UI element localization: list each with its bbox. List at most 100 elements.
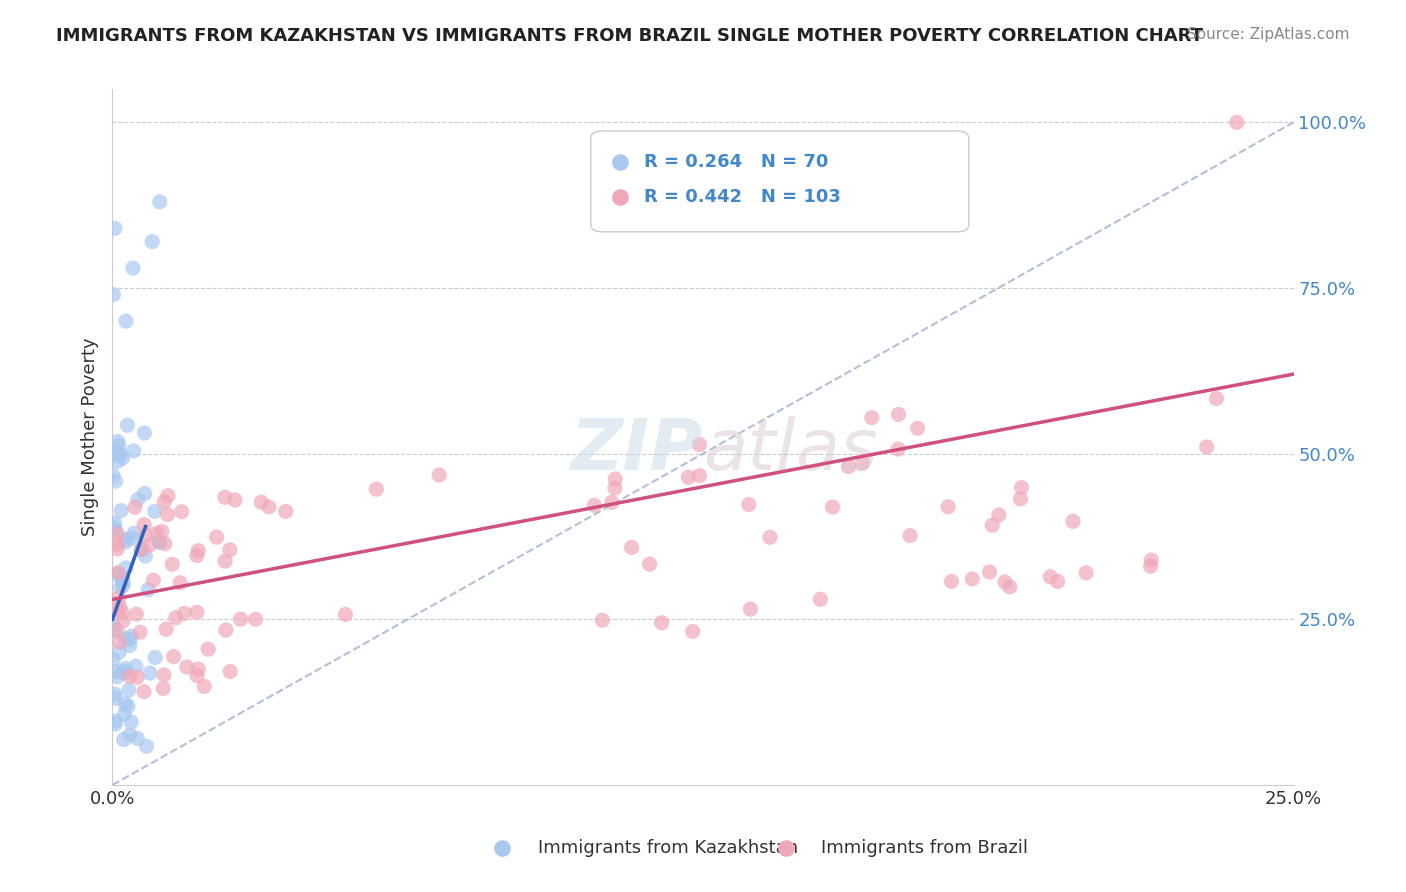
- Immigrants from Kazakhstan: [141, 235, 163, 249]
- Immigrants from Brazil: [1139, 559, 1161, 574]
- Immigrants from Kazakhstan: [110, 503, 132, 517]
- Immigrants from Kazakhstan: [134, 486, 156, 500]
- Immigrants from Kazakhstan: [122, 261, 145, 276]
- Immigrants from Kazakhstan: [114, 661, 136, 675]
- Immigrants from Kazakhstan: [135, 739, 157, 754]
- Immigrants from Brazil: [205, 530, 228, 544]
- Immigrants from Kazakhstan: [114, 532, 136, 546]
- Immigrants from Kazakhstan: [149, 194, 172, 209]
- Immigrants from Kazakhstan: [143, 650, 166, 665]
- Immigrants from Brazil: [941, 574, 963, 589]
- Immigrants from Brazil: [170, 505, 193, 519]
- Immigrants from Brazil: [689, 468, 711, 483]
- Immigrants from Kazakhstan: [107, 434, 129, 449]
- Text: atlas: atlas: [703, 417, 877, 485]
- Immigrants from Brazil: [153, 668, 176, 682]
- Immigrants from Brazil: [678, 470, 700, 484]
- Immigrants from Brazil: [962, 572, 984, 586]
- Immigrants from Brazil: [987, 508, 1010, 522]
- Immigrants from Kazakhstan: [117, 699, 139, 714]
- Immigrants from Brazil: [108, 599, 131, 614]
- Immigrants from Kazakhstan: [129, 542, 152, 557]
- Immigrants from Brazil: [105, 542, 128, 557]
- Immigrants from Brazil: [111, 606, 134, 620]
- Immigrants from Kazakhstan: [118, 683, 141, 698]
- Immigrants from Brazil: [887, 442, 910, 456]
- Y-axis label: Single Mother Poverty: Single Mother Poverty: [80, 338, 98, 536]
- Immigrants from Brazil: [1205, 392, 1227, 406]
- Immigrants from Brazil: [153, 495, 176, 509]
- Immigrants from Kazakhstan: [105, 567, 128, 582]
- Immigrants from Brazil: [1039, 570, 1062, 584]
- Text: R = 0.442   N = 103: R = 0.442 N = 103: [644, 188, 841, 206]
- Immigrants from Brazil: [224, 493, 246, 508]
- Immigrants from Brazil: [936, 500, 959, 514]
- Immigrants from Brazil: [1046, 574, 1069, 589]
- Immigrants from Kazakhstan: [114, 707, 136, 722]
- Immigrants from Kazakhstan: [108, 645, 131, 659]
- Immigrants from Brazil: [105, 602, 128, 616]
- Immigrants from Brazil: [1010, 491, 1032, 506]
- Immigrants from Brazil: [335, 607, 357, 622]
- Immigrants from Brazil: [219, 665, 242, 679]
- Immigrants from Kazakhstan: [104, 717, 127, 731]
- Immigrants from Brazil: [186, 605, 208, 619]
- Immigrants from Brazil: [981, 518, 1004, 533]
- Immigrants from Kazakhstan: [108, 438, 131, 452]
- Immigrants from Brazil: [187, 543, 209, 558]
- Immigrants from Brazil: [759, 530, 782, 544]
- Immigrants from Brazil: [214, 491, 236, 505]
- Text: Immigrants from Kazakhstan: Immigrants from Kazakhstan: [537, 838, 797, 856]
- Immigrants from Kazakhstan: [121, 531, 143, 545]
- Immigrants from Kazakhstan: [111, 575, 134, 590]
- Immigrants from Brazil: [105, 527, 128, 541]
- Immigrants from Brazil: [142, 573, 165, 587]
- Immigrants from Brazil: [173, 607, 195, 621]
- Immigrants from Brazil: [887, 408, 910, 422]
- Immigrants from Brazil: [738, 498, 761, 512]
- Immigrants from Kazakhstan: [127, 731, 149, 746]
- Immigrants from Brazil: [150, 524, 173, 539]
- Immigrants from Brazil: [105, 624, 128, 638]
- Text: ZIP: ZIP: [571, 417, 703, 485]
- Immigrants from Brazil: [129, 625, 152, 640]
- Immigrants from Brazil: [427, 468, 450, 483]
- Text: Source: ZipAtlas.com: Source: ZipAtlas.com: [1187, 27, 1350, 42]
- Immigrants from Brazil: [1074, 566, 1097, 580]
- Immigrants from Brazil: [193, 679, 215, 693]
- Immigrants from Kazakhstan: [115, 561, 138, 575]
- Immigrants from Brazil: [153, 537, 176, 551]
- Immigrants from Kazakhstan: [114, 697, 136, 711]
- Immigrants from Brazil: [132, 684, 155, 698]
- Immigrants from Brazil: [112, 614, 135, 628]
- Immigrants from Kazakhstan: [101, 468, 124, 483]
- Immigrants from Brazil: [600, 495, 623, 509]
- Immigrants from Brazil: [651, 615, 673, 630]
- Immigrants from Brazil: [257, 500, 280, 514]
- Immigrants from Brazil: [808, 592, 831, 607]
- Immigrants from Brazil: [139, 538, 162, 552]
- Immigrants from Brazil: [134, 517, 156, 532]
- Immigrants from Brazil: [135, 528, 157, 542]
- Immigrants from Brazil: [583, 499, 606, 513]
- Immigrants from Brazil: [740, 602, 762, 616]
- Text: IMMIGRANTS FROM KAZAKHSTAN VS IMMIGRANTS FROM BRAZIL SINGLE MOTHER POVERTY CORRE: IMMIGRANTS FROM KAZAKHSTAN VS IMMIGRANTS…: [56, 27, 1204, 45]
- Immigrants from Kazakhstan: [120, 714, 142, 729]
- Immigrants from Kazakhstan: [107, 454, 129, 468]
- Immigrants from Brazil: [229, 612, 252, 626]
- Immigrants from Brazil: [165, 611, 187, 625]
- Immigrants from Brazil: [851, 456, 873, 470]
- Immigrants from Kazakhstan: [122, 444, 145, 458]
- Immigrants from Brazil: [131, 542, 153, 557]
- Immigrants from Kazakhstan: [103, 448, 125, 462]
- Immigrants from Brazil: [186, 549, 208, 563]
- Immigrants from Kazakhstan: [111, 569, 134, 583]
- Immigrants from Brazil: [186, 668, 208, 682]
- Immigrants from Kazakhstan: [127, 492, 149, 507]
- Immigrants from Brazil: [107, 566, 129, 580]
- Immigrants from Kazakhstan: [120, 629, 142, 643]
- Immigrants from Brazil: [898, 528, 921, 542]
- Immigrants from Brazil: [219, 542, 242, 557]
- Immigrants from Brazil: [125, 607, 148, 621]
- Immigrants from Kazakhstan: [105, 670, 128, 684]
